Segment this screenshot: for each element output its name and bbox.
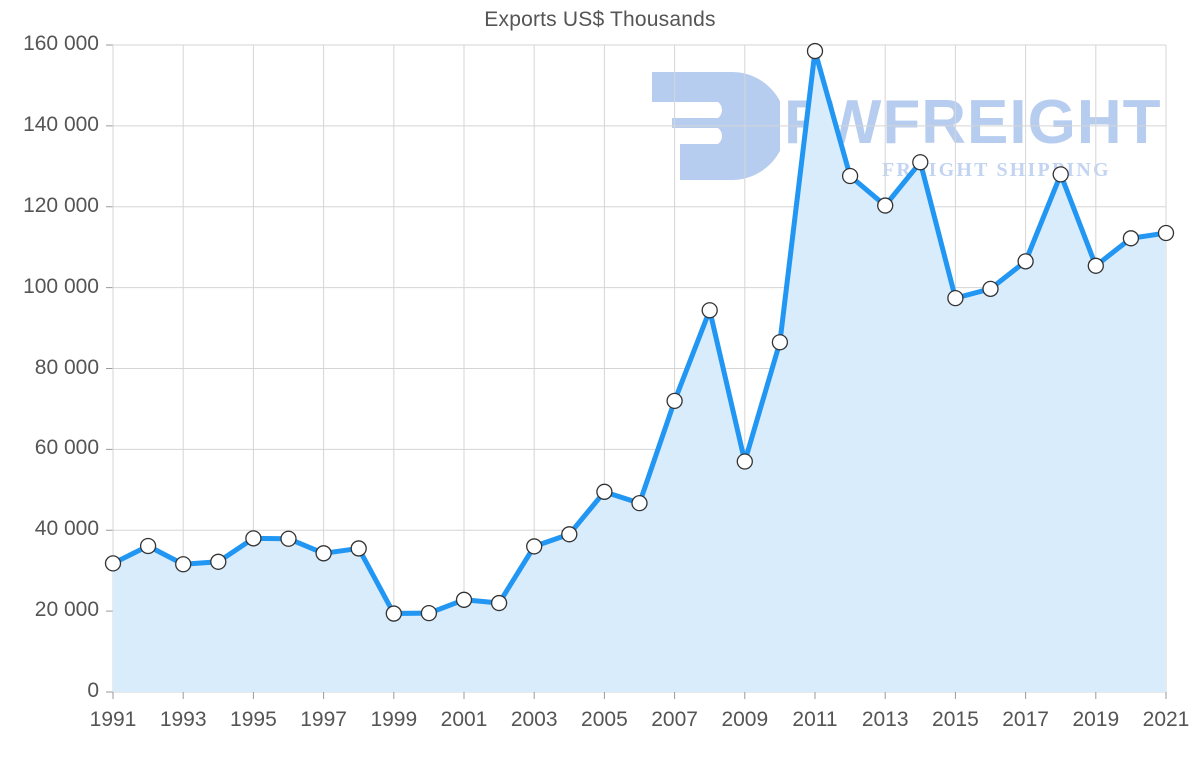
data-point-marker[interactable]: [1122, 230, 1140, 247]
y-axis-tick-label: 100 000: [23, 274, 99, 298]
data-point-marker[interactable]: [666, 392, 683, 410]
data-point-marker[interactable]: [526, 538, 543, 555]
data-point-marker[interactable]: [1157, 224, 1175, 242]
data-point-marker[interactable]: [104, 555, 122, 572]
data-point-marker[interactable]: [385, 605, 402, 622]
data-point-marker[interactable]: [841, 167, 859, 185]
y-axis-tick-label: 40 000: [34, 517, 99, 541]
x-axis-tick-label: 1997: [300, 708, 347, 731]
data-point-marker[interactable]: [210, 553, 227, 570]
data-point-marker[interactable]: [912, 154, 929, 171]
data-point-marker[interactable]: [771, 334, 789, 351]
data-point-marker[interactable]: [350, 540, 367, 557]
x-axis-tick-label: 2005: [581, 708, 628, 731]
x-axis-tick-label: 2009: [721, 708, 769, 731]
y-axis-tick-label: 20 000: [34, 598, 99, 622]
data-point-markers: [104, 42, 1175, 622]
y-axis-tick-label: 0: [87, 679, 99, 702]
data-point-marker[interactable]: [175, 556, 192, 573]
x-axis-tick-label: 2013: [861, 708, 909, 731]
x-axis-tick-label: 2001: [440, 708, 488, 731]
data-point-marker[interactable]: [455, 591, 473, 608]
y-axis-tick-label: 80 000: [34, 355, 99, 379]
data-point-marker[interactable]: [877, 197, 894, 214]
data-point-marker[interactable]: [806, 42, 824, 60]
data-point-marker[interactable]: [420, 605, 438, 622]
x-axis-tick-label: 2019: [1072, 708, 1120, 731]
x-axis-tick-label: 2007: [651, 708, 698, 731]
data-point-marker[interactable]: [490, 594, 508, 612]
data-point-marker[interactable]: [736, 453, 753, 470]
x-axis-tick-label: 2017: [1002, 708, 1049, 731]
y-axis-tick-label: 140 000: [23, 112, 99, 136]
data-point-marker[interactable]: [596, 483, 613, 500]
x-axis-tick-label: 2015: [932, 708, 979, 731]
data-point-marker[interactable]: [280, 530, 297, 547]
data-point-marker[interactable]: [947, 289, 964, 307]
data-point-marker[interactable]: [631, 495, 648, 512]
data-point-marker[interactable]: [245, 530, 262, 547]
data-point-marker[interactable]: [982, 280, 999, 297]
y-axis-tick-label: 160 000: [23, 32, 99, 55]
x-axis-tick-label: 1993: [159, 708, 207, 731]
y-axis-tick-label: 60 000: [34, 436, 99, 460]
data-point-marker[interactable]: [1052, 166, 1069, 183]
x-axis-tick-label: 2021: [1142, 708, 1190, 731]
chart-title: Exports US$ Thousands: [484, 8, 716, 31]
data-point-marker[interactable]: [561, 526, 578, 543]
x-axis-tick-label: 1999: [370, 708, 418, 731]
x-axis-tick-label: 2003: [510, 708, 558, 731]
area-fill: [113, 51, 1166, 692]
data-point-marker[interactable]: [1017, 253, 1034, 270]
x-axis-tick-label: 2011: [792, 708, 838, 731]
data-point-marker[interactable]: [315, 545, 332, 562]
data-point-marker[interactable]: [139, 537, 157, 555]
x-axis-tick-label: 1995: [230, 708, 277, 731]
data-point-marker[interactable]: [1087, 257, 1104, 274]
x-axis-tick-label: 1991: [89, 708, 137, 731]
y-axis-tick-label: 120 000: [23, 193, 99, 217]
data-point-marker[interactable]: [701, 302, 718, 319]
